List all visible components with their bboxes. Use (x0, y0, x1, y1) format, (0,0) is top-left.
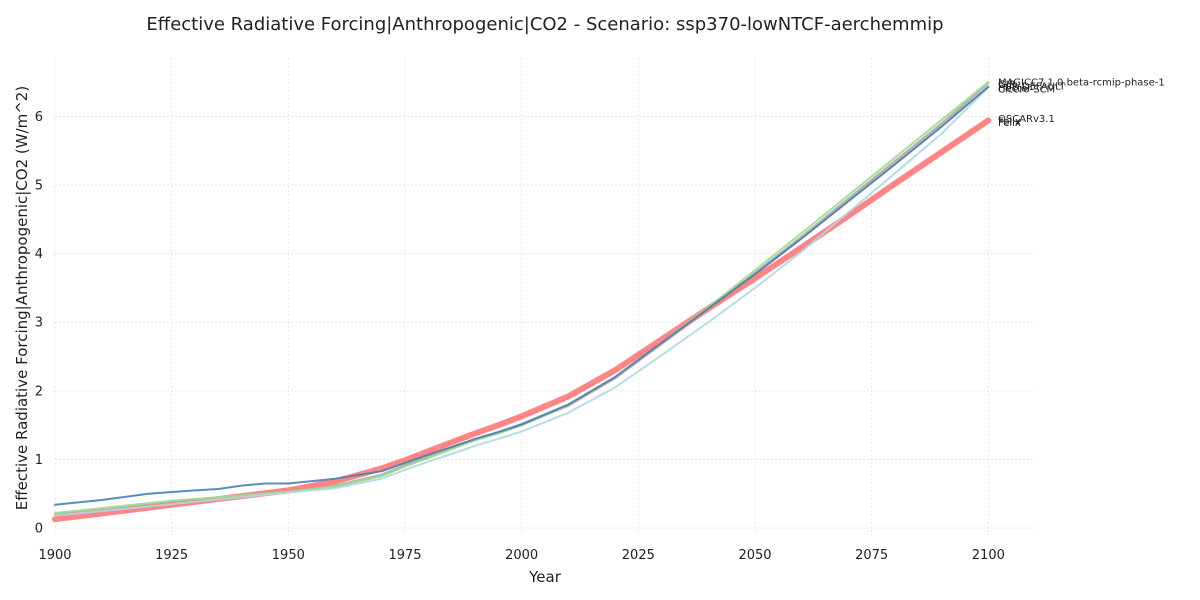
series-lines (52, 81, 992, 523)
y-ticks: 0 1 2 3 4 5 6 (35, 110, 43, 537)
grid (54, 58, 1035, 535)
x-tick-label: 2050 (738, 548, 771, 563)
x-tick-label: 2000 (505, 548, 538, 563)
x-tick-label: 1900 (38, 548, 71, 563)
end-label: Felix (998, 117, 1021, 128)
y-axis-label: Effective Radiative Forcing|Anthropogeni… (13, 86, 31, 510)
x-tick-label: 1950 (272, 548, 305, 563)
end-label: Felix (998, 118, 1021, 129)
end-label: OSCARv3.1 (998, 114, 1055, 125)
end-label: Hector (998, 84, 1032, 95)
series-line-fair-default (54, 85, 990, 506)
x-tick-label: 2075 (855, 548, 888, 563)
y-tick-label: 0 (35, 522, 43, 537)
end-label: FaIR-DEFAULT (998, 82, 1066, 93)
y-tick-label: 6 (35, 110, 43, 125)
x-tick-label: 2100 (972, 548, 1005, 563)
y-tick-label: 4 (35, 247, 43, 262)
x-ticks: 1900 1925 1950 1975 2000 2025 2050 2075 2100 (38, 548, 1004, 563)
y-tick-label: 1 (35, 453, 43, 468)
series-line-hector (54, 86, 990, 517)
y-tick-label: 3 (35, 316, 43, 331)
end-labels: MAGICC7.1.0.beta-rcmip-phase-1GIRFaIR-DE… (998, 78, 1165, 129)
end-label: Cicero-SCM (998, 84, 1055, 95)
x-tick-label: 1975 (388, 548, 421, 563)
end-label: MAGICC7.1.0.beta-rcmip-phase-1 (998, 78, 1165, 89)
y-tick-label: 5 (35, 178, 43, 193)
x-tick-label: 1925 (155, 548, 188, 563)
chart-title: Effective Radiative Forcing|Anthropogeni… (146, 14, 943, 35)
x-tick-label: 2025 (622, 548, 655, 563)
end-label: GIR (998, 80, 1016, 91)
x-axis-label: Year (528, 568, 562, 586)
y-tick-label: 2 (35, 384, 43, 399)
